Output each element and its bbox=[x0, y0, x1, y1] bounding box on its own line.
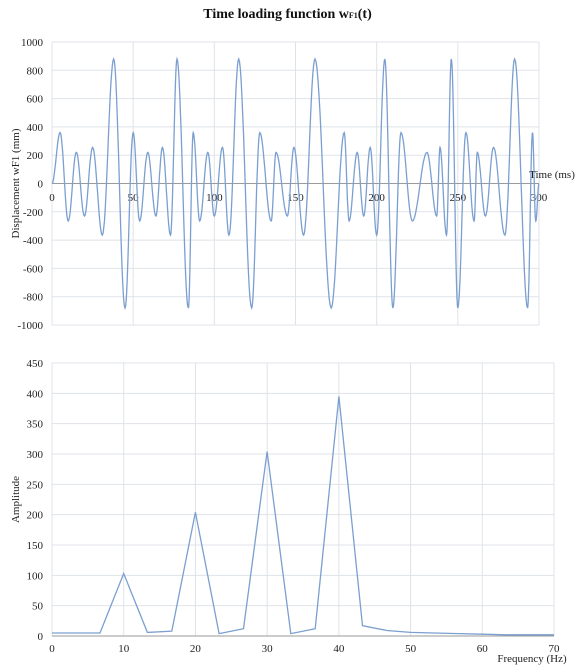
y-tick-label: -800 bbox=[23, 292, 44, 304]
y-tick-label: -400 bbox=[23, 235, 44, 247]
chart-title: Time loading function wF1(t) bbox=[203, 7, 372, 22]
y-tick-label: 0 bbox=[38, 179, 44, 191]
y-tick-label: 200 bbox=[27, 150, 44, 162]
x-tick-label: 50 bbox=[405, 643, 417, 655]
frequency-chart: 0 50 100 150 200 250 300 350 400 450 0 10 20 30 40 50 60… bbox=[10, 358, 567, 665]
y-tick-label: 150 bbox=[27, 540, 44, 552]
y-tick-label: 1000 bbox=[21, 37, 44, 49]
x-tick-label: 100 bbox=[206, 192, 223, 204]
y-tick-label: 800 bbox=[27, 65, 44, 77]
y-axis-label: Displacement wF1 (mm) bbox=[10, 128, 22, 238]
y-tick-label: 600 bbox=[27, 94, 44, 106]
x-tick-label: 50 bbox=[128, 192, 140, 204]
x-tick-label: 0 bbox=[49, 192, 55, 204]
x-tick-label: 30 bbox=[262, 643, 274, 655]
time-chart: -1000 -800 -600 -400 -200 0 200 400 600 800 1000 0 5… bbox=[10, 37, 575, 332]
x-tick-label: 20 bbox=[190, 643, 202, 655]
y-tick-label: 300 bbox=[27, 449, 44, 461]
y-tick-label: -600 bbox=[23, 263, 44, 275]
y-tick-label: 350 bbox=[27, 419, 44, 431]
y-tick-label: 100 bbox=[27, 570, 44, 582]
x-tick-label: 300 bbox=[531, 192, 548, 204]
y-tick-label: 450 bbox=[27, 358, 44, 370]
series-line-1 bbox=[51, 56, 540, 311]
y-tick-label: -200 bbox=[23, 207, 44, 219]
y-tick-label: -1000 bbox=[17, 320, 43, 332]
y-axis-label: Amplitude bbox=[10, 476, 22, 523]
x-tick-label: 200 bbox=[368, 192, 385, 204]
x-tick-label: 0 bbox=[49, 643, 55, 655]
y-tick-label: 250 bbox=[27, 479, 44, 491]
x-tick-label: 40 bbox=[333, 643, 345, 655]
x-tick-label: 10 bbox=[118, 643, 130, 655]
y-tick-label: 400 bbox=[27, 122, 44, 134]
y-tick-label: 0 bbox=[38, 631, 44, 643]
x-axis-label: Time (ms) bbox=[529, 169, 575, 181]
y-tick-label: 50 bbox=[32, 601, 44, 613]
x-axis-label: Frequency (Hz) bbox=[497, 653, 567, 665]
x-tick-label: 70 bbox=[549, 643, 561, 655]
x-tick-label: 60 bbox=[477, 643, 489, 655]
x-tick-label: 250 bbox=[450, 192, 467, 204]
series-line-2 bbox=[52, 396, 554, 636]
y-tick-label: 200 bbox=[27, 510, 44, 522]
y-tick-label: 400 bbox=[27, 388, 44, 400]
